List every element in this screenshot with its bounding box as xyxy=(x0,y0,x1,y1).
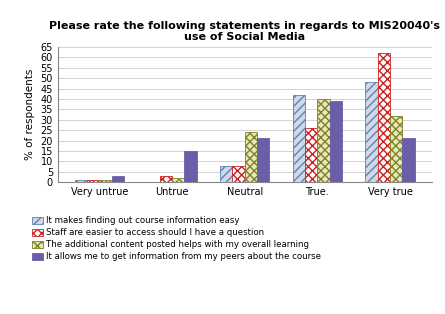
Bar xyxy=(390,116,402,182)
Bar xyxy=(365,82,378,182)
Bar xyxy=(305,128,317,182)
Bar xyxy=(317,99,330,182)
Bar xyxy=(160,176,172,182)
Bar xyxy=(330,101,342,182)
Legend: It makes finding out course information easy, Staff are easier to access should : It makes finding out course information … xyxy=(32,216,321,261)
Title: Please rate the following statements in regards to MIS20040's
use of Social Medi: Please rate the following statements in … xyxy=(49,20,440,42)
Y-axis label: % of respondents: % of respondents xyxy=(25,69,35,160)
Bar xyxy=(172,178,185,182)
Bar xyxy=(245,132,257,182)
Bar xyxy=(220,165,232,182)
Bar xyxy=(185,151,197,182)
Bar xyxy=(293,95,305,182)
Bar xyxy=(402,138,415,182)
Bar xyxy=(232,165,245,182)
Bar xyxy=(257,138,269,182)
Bar xyxy=(100,180,112,182)
Bar xyxy=(87,180,100,182)
Bar xyxy=(75,180,87,182)
Bar xyxy=(378,53,390,182)
Bar xyxy=(112,176,124,182)
